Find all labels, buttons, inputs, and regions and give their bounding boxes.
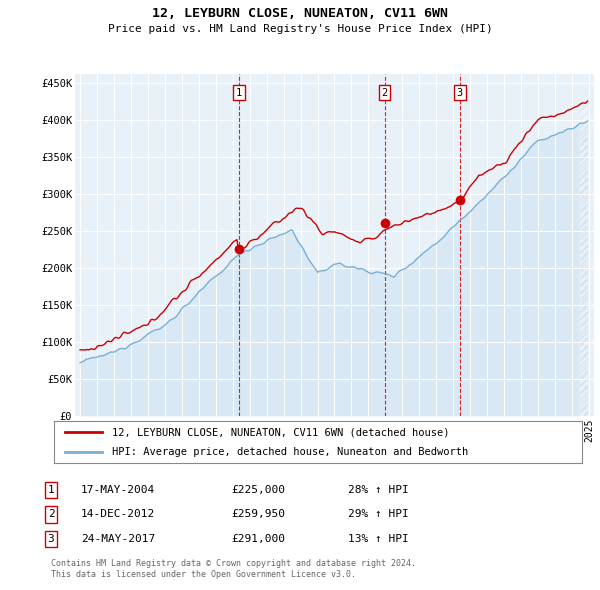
Text: £225,000: £225,000 xyxy=(231,485,285,494)
Text: 3: 3 xyxy=(47,535,55,544)
Text: 1: 1 xyxy=(47,485,55,494)
Text: 12, LEYBURN CLOSE, NUNEATON, CV11 6WN: 12, LEYBURN CLOSE, NUNEATON, CV11 6WN xyxy=(152,7,448,20)
Text: 24-MAY-2017: 24-MAY-2017 xyxy=(81,535,155,544)
Text: 29% ↑ HPI: 29% ↑ HPI xyxy=(348,510,409,519)
Text: 3: 3 xyxy=(457,87,463,97)
Text: HPI: Average price, detached house, Nuneaton and Bedworth: HPI: Average price, detached house, Nune… xyxy=(112,447,469,457)
Text: £291,000: £291,000 xyxy=(231,535,285,544)
Text: Contains HM Land Registry data © Crown copyright and database right 2024.: Contains HM Land Registry data © Crown c… xyxy=(51,559,416,568)
Text: This data is licensed under the Open Government Licence v3.0.: This data is licensed under the Open Gov… xyxy=(51,571,356,579)
Text: 28% ↑ HPI: 28% ↑ HPI xyxy=(348,485,409,494)
Text: 2: 2 xyxy=(382,87,388,97)
Text: 1: 1 xyxy=(236,87,242,97)
Text: 2: 2 xyxy=(47,510,55,519)
Text: 13% ↑ HPI: 13% ↑ HPI xyxy=(348,535,409,544)
Text: £259,950: £259,950 xyxy=(231,510,285,519)
Text: 12, LEYBURN CLOSE, NUNEATON, CV11 6WN (detached house): 12, LEYBURN CLOSE, NUNEATON, CV11 6WN (d… xyxy=(112,427,449,437)
Text: 14-DEC-2012: 14-DEC-2012 xyxy=(81,510,155,519)
Text: 17-MAY-2004: 17-MAY-2004 xyxy=(81,485,155,494)
Text: Price paid vs. HM Land Registry's House Price Index (HPI): Price paid vs. HM Land Registry's House … xyxy=(107,24,493,34)
